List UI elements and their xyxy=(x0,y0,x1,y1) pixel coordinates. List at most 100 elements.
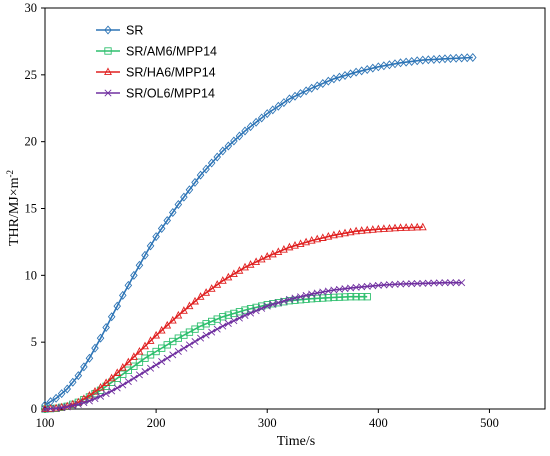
data-point xyxy=(169,351,177,359)
data-point xyxy=(91,343,99,353)
data-point xyxy=(274,299,282,307)
data-point xyxy=(369,282,377,290)
data-point xyxy=(180,192,188,202)
data-point xyxy=(241,306,249,314)
data-point xyxy=(163,216,172,226)
data-point xyxy=(108,387,116,395)
data-point xyxy=(141,250,149,260)
data-point xyxy=(402,57,410,67)
data-point xyxy=(241,311,249,319)
data-point xyxy=(196,170,205,180)
legend-item-0: SR xyxy=(96,24,143,38)
data-point xyxy=(341,293,349,301)
data-point xyxy=(207,158,216,168)
data-point xyxy=(102,390,110,398)
data-point xyxy=(313,294,321,303)
data-point xyxy=(191,296,199,305)
data-point xyxy=(252,307,260,315)
y-tick-label: 20 xyxy=(25,135,38,149)
data-point xyxy=(168,208,177,218)
data-point xyxy=(319,294,327,302)
legend-item-2: SR/HA6/MPP14 xyxy=(96,66,216,80)
legend-swatch-marker xyxy=(104,89,112,97)
data-point xyxy=(441,279,449,287)
data-point xyxy=(346,293,355,301)
data-point xyxy=(152,232,160,242)
y-axis-title-superscript: -2 xyxy=(5,170,15,178)
data-point xyxy=(102,378,111,386)
data-point xyxy=(457,53,466,63)
data-point xyxy=(113,384,121,392)
data-point xyxy=(307,235,316,244)
data-point xyxy=(185,185,194,195)
data-point xyxy=(107,312,116,322)
data-point xyxy=(358,293,366,301)
data-point xyxy=(291,91,299,101)
data-point xyxy=(124,280,133,290)
data-point xyxy=(285,295,293,303)
data-point xyxy=(413,56,422,66)
data-point xyxy=(191,177,199,187)
legend-label: SR/OL6/MPP14 xyxy=(126,87,215,101)
legend: SR SR/AM6/MPP14 SR/HA6/MPP14 SR/OL6/MPP14 xyxy=(96,24,217,101)
series-3 xyxy=(41,279,466,413)
data-point xyxy=(179,306,188,314)
data-point xyxy=(296,239,305,247)
data-point xyxy=(363,293,371,301)
data-point xyxy=(130,362,138,370)
x-axis-title: Time/s xyxy=(277,434,315,449)
data-point xyxy=(235,266,244,274)
data-point xyxy=(374,281,382,289)
data-point xyxy=(352,226,361,235)
data-point xyxy=(268,249,277,258)
data-point xyxy=(213,280,222,288)
data-point xyxy=(113,301,122,311)
series-0 xyxy=(41,52,477,410)
data-point xyxy=(135,346,144,355)
data-point xyxy=(346,227,355,236)
data-point xyxy=(424,279,432,287)
y-tick-label: 10 xyxy=(25,268,38,282)
data-point xyxy=(96,333,105,343)
data-point xyxy=(147,364,155,372)
data-point xyxy=(274,101,283,111)
data-point xyxy=(124,378,132,386)
data-point xyxy=(269,300,277,308)
data-point xyxy=(185,301,194,310)
data-point xyxy=(407,222,416,231)
data-point xyxy=(174,348,182,356)
x-tick-label: 500 xyxy=(480,416,499,430)
data-point xyxy=(141,368,149,376)
y-axis-title: THR/MJ×m-2 xyxy=(5,170,22,246)
data-point xyxy=(224,141,233,151)
data-point xyxy=(402,280,410,288)
data-point xyxy=(168,315,177,324)
data-point xyxy=(318,233,327,241)
data-point xyxy=(152,330,161,339)
data-point xyxy=(252,117,260,127)
data-point xyxy=(80,399,88,407)
data-point xyxy=(118,362,127,371)
data-point xyxy=(246,260,255,268)
data-point xyxy=(63,403,71,411)
data-point xyxy=(247,309,255,317)
data-point xyxy=(263,252,272,260)
data-point xyxy=(85,391,94,399)
y-tick-label: 15 xyxy=(25,202,38,216)
data-point xyxy=(63,384,72,394)
data-point xyxy=(158,358,166,366)
data-point xyxy=(280,297,288,305)
data-point xyxy=(435,279,443,287)
data-point xyxy=(213,325,221,333)
data-point xyxy=(241,262,249,271)
data-point xyxy=(324,231,333,240)
data-point xyxy=(302,237,311,246)
data-point xyxy=(307,83,316,93)
data-point xyxy=(218,146,227,156)
series-line xyxy=(44,281,462,410)
data-point xyxy=(274,247,283,255)
data-point xyxy=(274,299,282,307)
data-point xyxy=(329,230,338,239)
data-point xyxy=(446,54,455,64)
